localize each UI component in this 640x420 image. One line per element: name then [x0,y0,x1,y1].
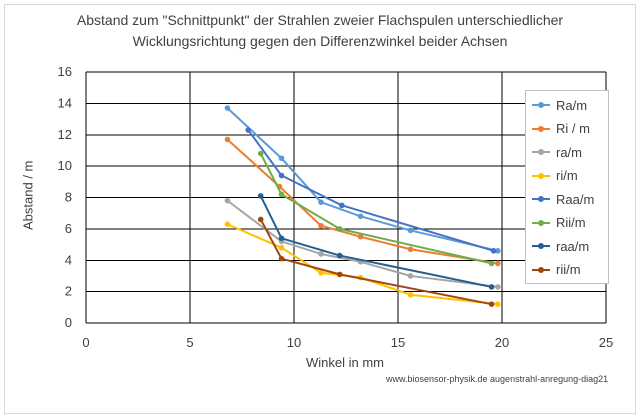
legend-item: Rii/m [532,215,586,231]
series-line [259,218,492,306]
source-credit: www.biosensor-physik.de augenstrahl-anre… [386,374,609,384]
legend-label: Ra/m [556,97,588,113]
data-point [488,301,495,307]
series-line [226,199,498,288]
legend-swatch [532,172,550,179]
data-point [336,226,343,232]
data-point [495,301,501,307]
data-point [224,197,231,204]
data-point [407,273,414,279]
data-point [257,216,264,223]
data-point [490,248,497,254]
legend: Ra/m Ri / m ra/m ri/m Raa/m Rii/m raa/m rii/m [525,90,609,284]
x-tick-label: 0 [82,335,89,350]
y-tick-label: 12 [58,127,72,142]
data-point [407,227,414,234]
data-point [278,255,285,262]
series-riim [257,216,495,307]
legend-swatch [532,196,550,202]
data-point [318,199,324,206]
legend-item: raa/m [532,238,589,254]
x-tick-label: 15 [391,335,405,350]
y-tick-label: 2 [65,284,72,299]
legend-swatch [532,266,550,273]
chart-title-line2: Wicklungsrichtung gegen den Differenzwin… [132,33,508,49]
y-tick-label: 10 [58,158,72,173]
legend-swatch [532,243,550,249]
data-point [278,244,285,251]
data-point [357,213,364,220]
x-tick-label: 25 [599,335,613,350]
legend-swatch [532,125,550,132]
series-ram [224,105,501,254]
data-point [318,222,324,229]
data-point [224,221,231,227]
legend-item: rii/m [532,262,581,278]
series-lines [224,105,501,307]
chart-title-line1: Abstand zum "Schnittpunkt" der Strahlen … [76,12,564,28]
legend-item: ra/m [532,144,582,160]
data-point [495,260,501,267]
data-point [278,191,285,198]
legend-label: ri/m [556,168,578,183]
series-line [226,107,499,252]
series-raam [257,193,495,290]
data-point [278,172,285,179]
y-tick-label: 4 [65,252,72,267]
data-point [278,235,285,242]
legend-label: Raa/m [556,191,595,207]
series-rim [224,136,501,267]
y-tick-label: 14 [58,95,72,110]
data-point [257,150,264,157]
x-tick-label: 5 [186,335,193,350]
series-line [259,153,492,265]
data-point [407,246,414,253]
legend-label: raa/m [556,238,590,254]
data-point [495,248,501,254]
legend-item: ri/m [532,168,578,184]
y-tick-label: 0 [65,315,72,330]
data-point [318,251,324,257]
legend-swatch [532,102,550,108]
data-point [224,136,231,143]
legend-item: Ri / m [532,121,590,137]
data-point [257,193,264,199]
data-point [488,260,495,267]
legend-label: Ri / m [556,121,590,136]
x-axis-label: Winkel in mm [305,355,384,370]
legend-swatch [532,219,550,226]
data-point [245,127,252,133]
legend-label: rii/m [556,262,581,277]
data-point [407,291,414,298]
y-tick-label: 6 [65,221,72,236]
legend-label: ra/m [556,144,582,160]
legend-item: Raa/m [532,191,594,207]
series-line [247,129,494,252]
y-axis-label: Abstand / m [20,160,36,230]
series-line [259,195,492,288]
data-point [336,271,343,278]
data-point [357,233,364,240]
series-riim [257,150,495,267]
data-point [339,202,345,209]
legend-label: Rii/m [556,215,586,230]
data-point [336,252,343,259]
legend-item: Ra/m [532,97,587,113]
data-point [278,155,285,162]
series-raam [245,127,497,254]
legend-swatch [532,149,550,155]
data-point [224,105,231,111]
data-point [318,270,324,276]
data-point [488,284,495,290]
y-tick-label: 8 [65,190,72,205]
data-point [495,284,501,290]
tick-labels: 0 2 4 6 8 10 12 14 16 0 5 10 15 20 25 [58,64,614,350]
y-tick-label: 16 [58,64,72,79]
x-tick-label: 10 [287,335,301,350]
x-tick-label: 20 [495,335,509,350]
